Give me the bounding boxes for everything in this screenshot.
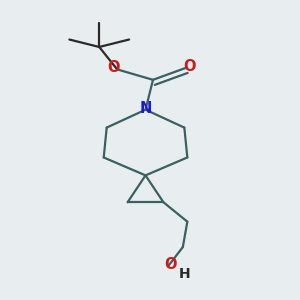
Text: H: H	[178, 267, 190, 281]
Text: O: O	[107, 60, 120, 75]
Text: N: N	[139, 101, 152, 116]
Text: O: O	[183, 59, 196, 74]
Text: O: O	[165, 257, 177, 272]
